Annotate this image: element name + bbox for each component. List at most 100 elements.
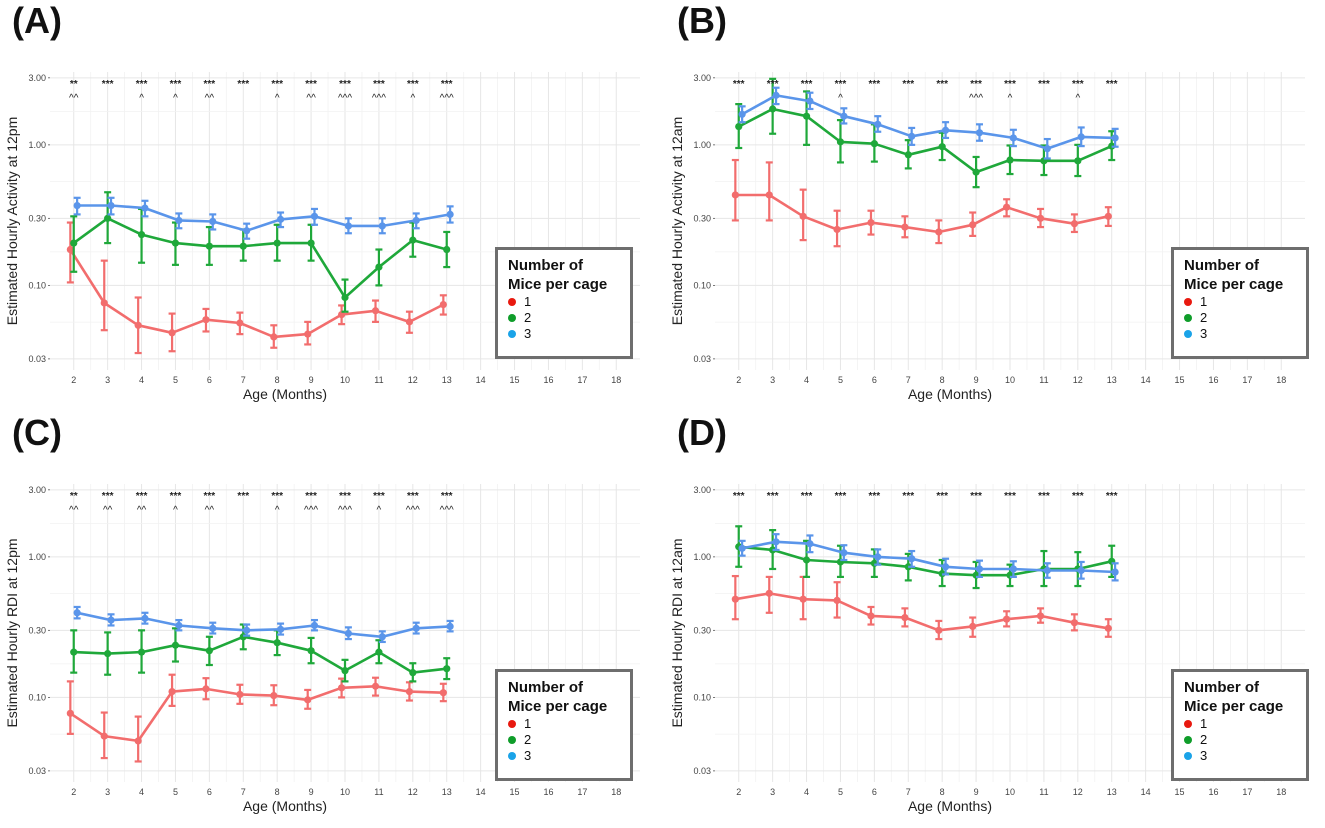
significance-caret: ^^^	[372, 93, 386, 104]
legend-title: Number of Mice per cage	[508, 257, 608, 293]
significance-label: ***	[204, 79, 216, 90]
x-tick-label: 14	[476, 787, 486, 797]
significance-label: ***	[305, 79, 317, 90]
data-point	[270, 333, 278, 341]
data-point	[202, 685, 210, 693]
x-tick-label: 11	[374, 787, 383, 797]
data-point	[371, 682, 380, 690]
x-axis-label: Age (Months)	[908, 386, 992, 402]
x-tick-label: 4	[804, 375, 809, 385]
data-point	[310, 621, 319, 630]
data-point	[1036, 214, 1045, 222]
data-point	[799, 212, 807, 220]
significance-label: ***	[407, 79, 419, 90]
legend-label: 2	[524, 310, 532, 325]
data-point	[904, 151, 912, 159]
x-tick-label: 13	[442, 375, 452, 385]
significance-label: ***	[271, 491, 283, 502]
data-point	[104, 214, 112, 222]
data-point	[972, 168, 980, 176]
significance-label: ***	[407, 491, 419, 502]
legend-dot-icon	[508, 720, 516, 728]
data-point	[870, 140, 878, 148]
data-point	[443, 665, 451, 673]
x-tick-label: 5	[838, 787, 843, 797]
legend-label: 1	[524, 716, 532, 731]
data-point	[765, 589, 773, 597]
data-point	[100, 732, 108, 740]
data-point	[273, 239, 281, 247]
data-point	[168, 687, 176, 696]
data-point	[446, 210, 454, 219]
data-point	[735, 122, 743, 131]
y-tick-label: 0.10	[693, 280, 711, 290]
significance-caret: ^	[275, 93, 280, 104]
data-point	[378, 633, 386, 641]
data-point	[409, 236, 417, 244]
legend-item-3: 3	[1184, 326, 1296, 342]
x-tick-label: 5	[173, 375, 178, 385]
data-point	[66, 709, 74, 717]
significance-label: ***	[970, 491, 982, 502]
data-point	[799, 595, 807, 603]
data-point	[901, 223, 909, 231]
data-point	[765, 191, 773, 199]
data-point	[236, 690, 244, 699]
x-tick-label: 6	[207, 787, 212, 797]
data-point	[874, 120, 882, 128]
data-point	[341, 293, 349, 302]
x-tick-label: 12	[408, 375, 418, 385]
data-point	[205, 647, 213, 655]
legend: Number of Mice per cage 1 2 3	[495, 247, 633, 359]
x-tick-label: 17	[577, 787, 587, 797]
data-point	[443, 245, 451, 254]
data-point	[134, 321, 142, 329]
significance-caret: ^^^	[969, 93, 983, 104]
data-point	[731, 191, 739, 199]
data-point	[806, 97, 814, 105]
legend-label: 1	[1200, 716, 1208, 731]
significance-caret: ^^	[103, 505, 113, 516]
data-point	[731, 595, 739, 603]
legend-item-1: 1	[1184, 716, 1296, 732]
data-point	[908, 555, 916, 563]
x-tick-label: 3	[770, 375, 775, 385]
series-line-1	[69, 248, 444, 339]
data-point	[935, 228, 943, 236]
x-tick-label: 2	[736, 375, 741, 385]
data-point	[175, 621, 183, 630]
y-tick-label: 0.03	[693, 354, 711, 364]
data-point	[1077, 566, 1085, 575]
series-line-3	[741, 94, 1116, 150]
significance-caret: ^^	[69, 505, 79, 516]
data-point	[738, 110, 746, 118]
x-tick-label: 11	[374, 375, 383, 385]
x-tick-label: 16	[543, 787, 553, 797]
y-tick-label: 0.10	[693, 692, 711, 702]
x-tick-label: 18	[611, 787, 621, 797]
data-point	[107, 201, 115, 210]
series-line-3	[741, 540, 1116, 574]
data-point	[104, 649, 112, 658]
y-tick-label: 1.00	[28, 140, 46, 150]
data-point	[772, 538, 780, 546]
data-point	[405, 687, 414, 696]
legend-dot-icon	[1184, 314, 1192, 322]
data-point	[802, 112, 811, 120]
significance-label: ***	[1004, 491, 1016, 502]
significance-label: ***	[1072, 491, 1084, 502]
legend-dot-icon	[508, 752, 516, 760]
x-tick-label: 17	[1242, 787, 1252, 797]
data-point	[802, 556, 811, 564]
significance-caret: ^	[838, 93, 843, 104]
y-tick-label: 1.00	[693, 140, 711, 150]
data-point	[307, 239, 315, 247]
legend-item-2: 2	[508, 310, 620, 326]
x-tick-label: 7	[906, 787, 911, 797]
x-tick-label: 9	[309, 375, 314, 385]
significance-label: ***	[136, 491, 148, 502]
data-point	[1003, 203, 1011, 211]
significance-label: ***	[441, 491, 453, 502]
data-point	[270, 691, 278, 700]
x-tick-label: 17	[577, 375, 587, 385]
